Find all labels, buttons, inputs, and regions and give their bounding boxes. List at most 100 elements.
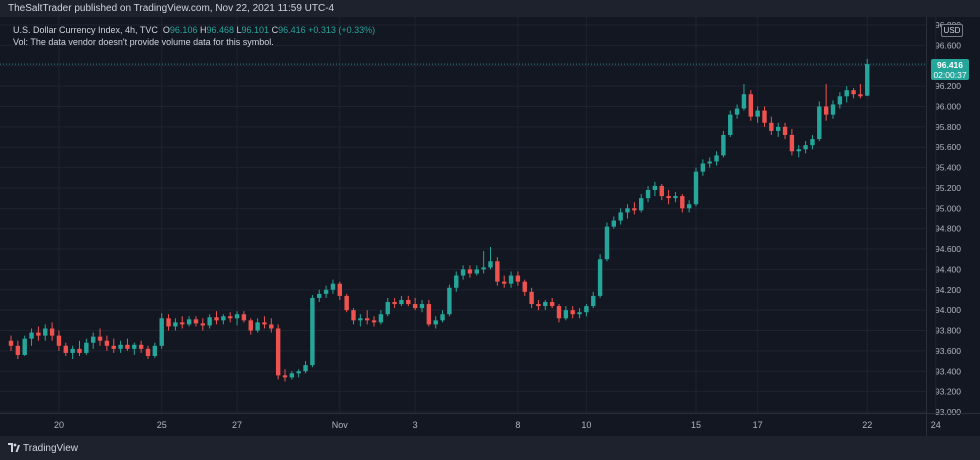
candle-body bbox=[549, 302, 555, 307]
currency-badge[interactable]: USD bbox=[941, 24, 963, 37]
candle-body bbox=[145, 348, 151, 356]
last-price-tag: 96.416 02:00:37 bbox=[931, 59, 969, 80]
candle-body bbox=[680, 196, 685, 209]
candle-body bbox=[454, 275, 459, 288]
x-tick-label: 27 bbox=[232, 420, 242, 430]
candle-body bbox=[248, 320, 253, 331]
candle-body bbox=[666, 196, 671, 199]
candle-body bbox=[255, 322, 260, 331]
legend-open-label: O bbox=[162, 25, 170, 35]
candle-body bbox=[406, 299, 411, 305]
candle-body bbox=[269, 324, 274, 329]
x-tick-label: 17 bbox=[753, 420, 763, 430]
candle-body bbox=[577, 312, 582, 315]
y-tick-label: 94.200 bbox=[935, 285, 961, 295]
candle-body bbox=[776, 126, 781, 131]
chart-legend: U.S. Dollar Currency Index, 4h, TVC O96.… bbox=[13, 24, 375, 48]
candle-body bbox=[36, 332, 41, 336]
candle-body bbox=[474, 269, 479, 274]
candle-body bbox=[358, 318, 363, 321]
candle-body bbox=[645, 189, 651, 199]
candle-body bbox=[152, 345, 158, 356]
candle-body bbox=[618, 212, 623, 221]
candle-body bbox=[8, 340, 14, 346]
candle-body bbox=[734, 108, 740, 115]
candle-body bbox=[159, 318, 164, 346]
candle-body bbox=[762, 110, 767, 123]
candle-body bbox=[693, 171, 699, 205]
candle-body bbox=[721, 134, 726, 156]
candle-body bbox=[570, 310, 575, 315]
candlestick-chart[interactable]: 93.000 93.200 93.400 93.600 93.800 94.000 94.2… bbox=[0, 17, 980, 436]
candle-body bbox=[433, 320, 438, 325]
candle-body bbox=[125, 344, 130, 349]
x-tick-label: 20 bbox=[54, 420, 64, 430]
candle-body bbox=[748, 94, 753, 117]
candle-body bbox=[686, 204, 692, 209]
candle-body bbox=[43, 328, 48, 336]
candle-body bbox=[303, 365, 308, 372]
candle-body bbox=[200, 323, 205, 326]
candle-body bbox=[77, 348, 82, 353]
footer-brand[interactable]: TradingView bbox=[23, 443, 79, 454]
y-tick-label: 94.400 bbox=[935, 264, 961, 274]
candle-body bbox=[399, 299, 404, 305]
candle-body bbox=[84, 342, 89, 353]
candle-body bbox=[132, 344, 137, 349]
tradingview-logo-icon[interactable] bbox=[8, 443, 20, 453]
candle-body bbox=[97, 336, 103, 341]
candle-body bbox=[591, 295, 596, 307]
candle-body bbox=[330, 283, 336, 290]
candle-body bbox=[344, 295, 349, 311]
legend-change: +0.313 (+0.33%) bbox=[308, 25, 376, 35]
candle-body bbox=[173, 322, 178, 327]
candle-body bbox=[611, 220, 616, 227]
candle-body bbox=[796, 149, 801, 152]
candle-body bbox=[728, 114, 733, 135]
candle-body bbox=[440, 314, 445, 321]
candle-body bbox=[447, 287, 452, 315]
candle-body bbox=[419, 304, 425, 309]
candle-body bbox=[597, 259, 603, 296]
x-tick-label: 15 bbox=[691, 420, 701, 430]
candle-body bbox=[700, 163, 706, 172]
bar-countdown: 02:00:37 bbox=[933, 70, 967, 80]
y-tick-label: 95.000 bbox=[935, 203, 961, 213]
candle-body bbox=[275, 328, 281, 376]
y-tick-label: 93.800 bbox=[935, 326, 961, 336]
candle-body bbox=[193, 319, 199, 324]
candle-body bbox=[522, 281, 527, 292]
y-tick-label: 95.400 bbox=[935, 163, 961, 173]
candle-body bbox=[282, 375, 288, 378]
candle-body bbox=[241, 314, 247, 321]
y-tick-label: 96.200 bbox=[935, 81, 961, 91]
candle-body bbox=[502, 281, 507, 284]
candle-body bbox=[138, 344, 144, 349]
candle-body bbox=[207, 317, 212, 326]
candle-body bbox=[118, 344, 123, 349]
candle-body bbox=[180, 322, 185, 325]
candle-body bbox=[104, 340, 110, 346]
candle-body bbox=[351, 310, 356, 321]
x-tick-label: 25 bbox=[157, 420, 167, 430]
candle-body bbox=[830, 104, 836, 115]
x-tick-label: 24 bbox=[931, 420, 941, 430]
y-tick-label: 94.600 bbox=[935, 244, 961, 254]
candle-body bbox=[337, 283, 342, 296]
y-tick-label: 94.000 bbox=[935, 305, 961, 315]
candle-body bbox=[49, 328, 55, 336]
candle-body bbox=[707, 161, 712, 164]
candle-body bbox=[789, 134, 795, 152]
publisher-bar: TheSaltTrader published on TradingView.c… bbox=[0, 0, 980, 17]
candle-body bbox=[741, 94, 747, 109]
candle-body bbox=[659, 185, 664, 197]
candle-body bbox=[495, 261, 500, 282]
legend-low-label: L bbox=[236, 25, 242, 35]
candle-body bbox=[639, 198, 644, 211]
last-price: 96.416 bbox=[937, 60, 963, 70]
y-tick-label: 93.600 bbox=[935, 346, 961, 356]
candle-body bbox=[412, 304, 418, 309]
candle-body bbox=[323, 289, 329, 294]
candle-body bbox=[769, 122, 774, 131]
candle-body bbox=[782, 126, 788, 135]
